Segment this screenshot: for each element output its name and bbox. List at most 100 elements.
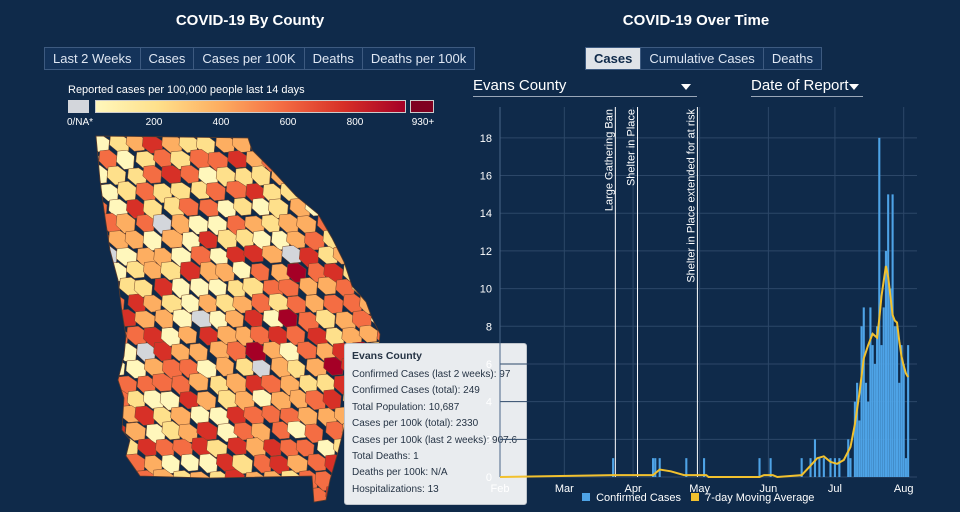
legend-max-label: 930+: [411, 117, 435, 128]
county-shape[interactable]: [137, 438, 158, 457]
county-shape[interactable]: [243, 244, 265, 263]
legend-tick-600: 600: [279, 117, 297, 128]
county-shape[interactable]: [286, 420, 308, 439]
tab-time-cumulative-cases[interactable]: Cumulative Cases: [640, 47, 764, 70]
county-shape[interactable]: [190, 310, 213, 328]
county-shape[interactable]: [180, 453, 200, 472]
county-shape[interactable]: [261, 245, 283, 264]
case-bar: [849, 458, 852, 477]
county-shape[interactable]: [205, 182, 226, 201]
county-shape[interactable]: [178, 197, 199, 217]
county-shape[interactable]: [143, 261, 162, 280]
tab-time-deaths[interactable]: Deaths: [762, 47, 823, 70]
county-shape[interactable]: [154, 309, 174, 329]
case-bar: [651, 458, 655, 477]
tab-last-2-weeks[interactable]: Last 2 Weeks: [44, 47, 141, 70]
date-select[interactable]: Date of Report: [751, 77, 863, 97]
county-shape[interactable]: [245, 341, 267, 363]
county-shape[interactable]: [233, 197, 253, 216]
county-shape[interactable]: [296, 341, 317, 360]
county-shape[interactable]: [161, 420, 182, 441]
county-shape[interactable]: [161, 229, 183, 249]
case-bar: [867, 401, 870, 477]
left-panel-title: COVID-19 By County: [175, 12, 325, 29]
county-shape[interactable]: [278, 279, 300, 297]
legend-na-swatch: [68, 100, 89, 113]
county-shape[interactable]: [125, 134, 146, 152]
county-select[interactable]: Evans County: [473, 77, 697, 97]
county-shape[interactable]: [227, 150, 248, 169]
county-shape[interactable]: [196, 421, 218, 441]
county-shape[interactable]: [151, 373, 173, 392]
county-shape[interactable]: [225, 180, 247, 199]
tab-cases-per-100k[interactable]: Cases per 100K: [193, 47, 305, 70]
tab-time-cases[interactable]: Cases: [585, 47, 642, 70]
legend-max-swatch: [410, 100, 434, 113]
chevron-down-icon: [681, 84, 691, 90]
case-bar: [758, 458, 761, 477]
county-shape[interactable]: [188, 372, 209, 392]
county-shape[interactable]: [250, 263, 270, 282]
county-shape[interactable]: [232, 261, 251, 279]
county-shape[interactable]: [161, 165, 182, 184]
county-shape[interactable]: [134, 310, 156, 329]
county-shape[interactable]: [227, 437, 248, 455]
county-shape[interactable]: [172, 309, 193, 329]
case-bar: [856, 382, 859, 477]
county-shape[interactable]: [262, 438, 283, 457]
county-shape[interactable]: [209, 340, 231, 360]
county-shape[interactable]: [286, 230, 307, 249]
county-shape[interactable]: [323, 356, 344, 376]
right-panel-title: COVID-19 Over Time: [622, 12, 770, 29]
county-shape[interactable]: [109, 135, 130, 153]
county-shape[interactable]: [299, 277, 318, 296]
tooltip-row: Total Deaths: 1: [352, 450, 419, 462]
y-tick-label: 16: [480, 171, 492, 183]
x-tick-label: Feb: [491, 483, 510, 495]
county-shape[interactable]: [190, 181, 211, 200]
legend-tick-200: 200: [145, 117, 163, 128]
county-shape[interactable]: [317, 276, 337, 295]
county-shape[interactable]: [281, 245, 303, 264]
county-shape[interactable]: [307, 453, 327, 472]
county-shape[interactable]: [198, 230, 218, 249]
moving-average-line: [499, 265, 909, 479]
county-shape[interactable]: [289, 389, 309, 409]
case-bar: [703, 458, 706, 477]
county-shape[interactable]: [244, 309, 263, 328]
county-shape[interactable]: [235, 357, 255, 377]
tab-deaths-per-100k[interactable]: Deaths per 100k: [361, 47, 476, 70]
tab-cases[interactable]: Cases: [139, 47, 195, 70]
case-bar: [889, 288, 892, 477]
county-shape[interactable]: [177, 326, 198, 344]
y-tick-label: 6: [486, 359, 492, 371]
county-shape[interactable]: [315, 309, 336, 329]
annotation-label: Large Gathering Ban: [603, 109, 615, 211]
county-shape[interactable]: [358, 325, 378, 343]
georgia-state-outline: [95, 135, 381, 503]
county-shape[interactable]: [224, 310, 245, 328]
y-tick-label: 0: [486, 472, 492, 484]
county-shape[interactable]: [124, 230, 144, 250]
county-shape[interactable]: [142, 165, 162, 184]
county-shape[interactable]: [376, 326, 397, 348]
county-shape[interactable]: [126, 260, 146, 279]
case-bar: [907, 345, 910, 477]
case-bar: [800, 458, 803, 477]
case-bar: [893, 326, 896, 477]
case-bar: [685, 458, 688, 477]
county-shape[interactable]: [251, 197, 271, 216]
case-bar: [838, 458, 841, 477]
county-shape[interactable]: [271, 421, 291, 440]
county-shape[interactable]: [198, 198, 220, 217]
legend-gradient: [95, 100, 406, 113]
tooltip-row: Confirmed Cases (total): 249: [352, 385, 480, 397]
county-shape[interactable]: [243, 406, 265, 425]
y-tick-label: 12: [480, 246, 492, 258]
case-bar: [891, 194, 894, 478]
case-bar: [878, 137, 881, 477]
tab-deaths[interactable]: Deaths: [303, 47, 363, 70]
case-bar: [898, 382, 901, 477]
county-shape[interactable]: [317, 246, 339, 265]
